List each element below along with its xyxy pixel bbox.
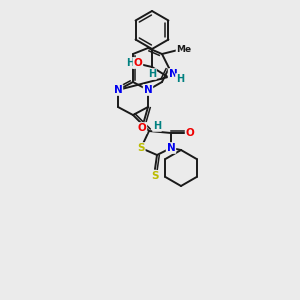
Text: S: S	[151, 171, 159, 181]
Text: H: H	[176, 74, 184, 84]
Text: O: O	[186, 128, 194, 138]
Text: O: O	[134, 58, 142, 68]
Text: N: N	[114, 85, 122, 95]
Text: Me: Me	[176, 46, 192, 55]
Text: N: N	[167, 143, 176, 153]
Text: S: S	[137, 143, 145, 153]
Text: N: N	[144, 85, 152, 95]
Text: H: H	[126, 58, 134, 68]
Text: H: H	[148, 69, 156, 79]
Text: O: O	[138, 123, 146, 133]
Text: H: H	[153, 121, 161, 131]
Text: N: N	[169, 69, 177, 79]
